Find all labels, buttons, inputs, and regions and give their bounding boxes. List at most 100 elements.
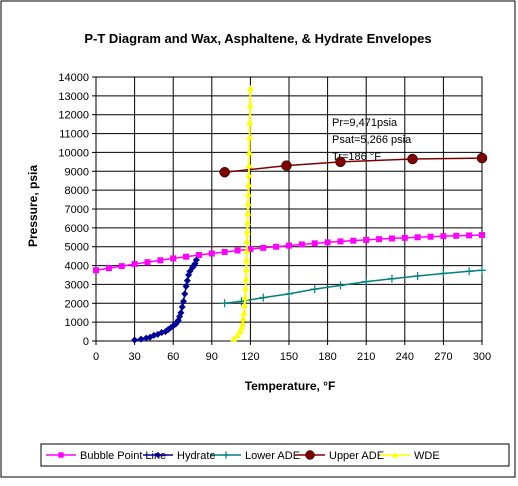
- data-point-bubble-point-line: [363, 236, 370, 243]
- x-tick-label: 300: [473, 351, 491, 363]
- data-point-hydrate: [137, 335, 145, 343]
- data-point-wde: [245, 180, 253, 188]
- data-point-bubble-point-line: [414, 234, 421, 241]
- data-point-hydrate: [192, 256, 200, 264]
- y-tick-label: 4000: [65, 261, 89, 273]
- x-tick-label: 30: [128, 351, 140, 363]
- y-tick-label: 11000: [59, 129, 89, 141]
- data-point-bubble-point-line: [324, 239, 331, 246]
- data-point-wde: [244, 190, 252, 197]
- plot-area-border: [95, 76, 483, 342]
- data-point-wde: [243, 237, 251, 244]
- annotation-psat: Psat=5,266 psia: [332, 134, 412, 146]
- y-tick-label: 9000: [65, 166, 89, 178]
- data-point-wde: [246, 101, 254, 109]
- data-point-wde: [243, 246, 251, 254]
- data-point-wde: [245, 162, 253, 169]
- data-point-wde: [239, 314, 247, 322]
- data-point-wde: [244, 209, 252, 216]
- legend-label: Upper ADE: [329, 450, 384, 462]
- data-point-bubble-point-line: [298, 241, 305, 248]
- series-bubble-point-line: [93, 232, 485, 274]
- x-tick-label: 210: [357, 351, 375, 363]
- data-point-wde: [242, 265, 250, 273]
- data-point-wde: [246, 133, 254, 141]
- y-tick-label: 2000: [65, 298, 89, 310]
- legend-item-lower-ade: Lower ADE: [211, 450, 300, 462]
- data-point-bubble-point-line: [105, 265, 112, 272]
- data-point-wde: [240, 309, 248, 316]
- data-point-hydrate: [182, 282, 190, 290]
- data-point-wde: [246, 84, 254, 92]
- legend-swatch-marker: [391, 451, 399, 458]
- legend-item-hydrate: Hydrate: [143, 450, 216, 462]
- annotation-tr: Tr=186 °F: [332, 151, 381, 163]
- data-point-wde: [241, 301, 249, 308]
- data-point-bubble-point-line: [453, 232, 460, 239]
- y-axis-label: Pressure, psia: [26, 165, 40, 247]
- data-point-bubble-point-line: [234, 247, 241, 254]
- data-point-hydrate: [177, 309, 185, 317]
- data-point-bubble-point-line: [440, 233, 447, 240]
- data-point-hydrate: [131, 336, 139, 344]
- y-tick-label: 7000: [65, 204, 89, 216]
- y-tick-label: 1000: [65, 317, 89, 329]
- y-tick-label: 14000: [58, 72, 89, 84]
- y-tick-label: 0: [83, 336, 89, 348]
- legend-label: Hydrate: [177, 450, 216, 462]
- data-point-wde: [230, 335, 238, 342]
- data-point-wde: [245, 171, 253, 178]
- data-point-lower-ade: [310, 285, 319, 294]
- data-point-bubble-point-line: [401, 234, 408, 241]
- data-point-wde: [237, 324, 245, 331]
- x-tick-label: 270: [434, 351, 452, 363]
- data-point-wde: [234, 331, 242, 339]
- data-point-wde: [245, 148, 253, 156]
- legend-label: Bubble Point Line: [80, 450, 166, 462]
- data-point-bubble-point-line: [183, 253, 190, 260]
- x-tick-label: 150: [280, 351, 298, 363]
- x-tick-label: 180: [318, 351, 336, 363]
- data-point-upper-ade: [219, 166, 230, 178]
- data-point-bubble-point-line: [131, 261, 138, 268]
- annotation-pr: Pr=9,471psia: [332, 117, 398, 129]
- y-tick-label: 13000: [58, 91, 89, 103]
- data-point-lower-ade: [220, 299, 229, 308]
- data-point-bubble-point-line: [118, 263, 125, 270]
- data-point-lower-ade: [259, 293, 268, 302]
- legend-swatch-marker: [305, 450, 315, 460]
- chart-title: P-T Diagram and Wax, Asphaltene, & Hydra…: [84, 31, 431, 46]
- data-point-bubble-point-line: [157, 257, 164, 264]
- data-point-bubble-point-line: [144, 259, 151, 266]
- x-axis-label: Temperature, °F: [245, 379, 336, 393]
- data-point-bubble-point-line: [208, 250, 215, 257]
- data-point-bubble-point-line: [93, 267, 99, 274]
- y-tick-label: 12000: [58, 110, 89, 122]
- x-tick-label: 60: [167, 351, 179, 363]
- legend-item-bubble-point-line: Bubble Point Line: [46, 450, 166, 462]
- chart-border: [0, 0, 516, 478]
- series-hydrate: [131, 256, 200, 344]
- legend-swatch-marker: [58, 452, 64, 458]
- y-tick-label: 10000: [58, 147, 89, 159]
- legend-label: Lower ADE: [245, 450, 300, 462]
- data-point-bubble-point-line: [273, 243, 280, 250]
- data-point-bubble-point-line: [170, 255, 177, 262]
- data-point-bubble-point-line: [350, 237, 357, 244]
- data-point-lower-ade: [439, 269, 448, 278]
- data-point-wde: [242, 275, 250, 282]
- axis-tick-labels: 0100020003000400050006000700080009000100…: [58, 72, 491, 363]
- series-lower-ade: [220, 266, 486, 308]
- data-point-upper-ade: [407, 153, 418, 165]
- data-point-hydrate: [179, 297, 187, 305]
- y-tick-label: 5000: [65, 242, 89, 254]
- data-point-bubble-point-line: [466, 232, 473, 239]
- data-point-lower-ade: [465, 267, 474, 276]
- data-point-bubble-point-line: [479, 232, 485, 239]
- data-point-bubble-point-line: [286, 242, 292, 249]
- data-point-wde: [243, 256, 251, 263]
- series-layer: [93, 84, 488, 344]
